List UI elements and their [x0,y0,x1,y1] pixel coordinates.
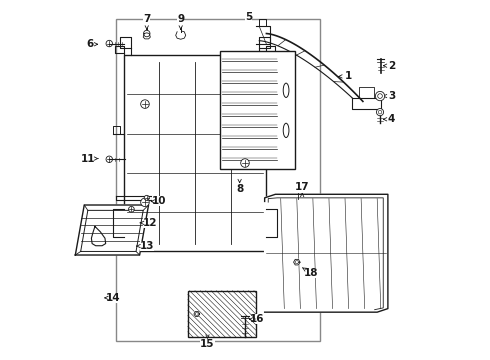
Bar [188,291,256,337]
Circle shape [241,159,249,167]
Bar [117,19,320,341]
Text: 13: 13 [140,241,154,251]
Text: 12: 12 [143,218,158,228]
Text: 17: 17 [295,182,310,192]
Circle shape [144,195,149,201]
Circle shape [375,91,385,101]
Bar [220,51,295,169]
Polygon shape [194,311,199,316]
Polygon shape [75,205,148,255]
Circle shape [106,156,113,162]
Text: 8: 8 [236,184,243,194]
Text: 14: 14 [105,293,120,303]
Text: 5: 5 [245,13,252,22]
Circle shape [106,40,113,47]
Bar [123,55,267,251]
Circle shape [141,100,149,108]
Circle shape [144,30,150,37]
Ellipse shape [283,123,289,138]
Polygon shape [294,259,300,265]
Text: 3: 3 [388,91,395,101]
Circle shape [141,198,149,207]
Text: 1: 1 [345,71,352,81]
Polygon shape [265,194,388,312]
Text: 2: 2 [388,61,395,71]
Text: 9: 9 [177,14,184,24]
Text: 6: 6 [86,39,93,49]
Circle shape [378,111,382,114]
Text: 15: 15 [200,339,215,349]
Text: 11: 11 [81,154,96,163]
Text: 7: 7 [143,14,150,24]
Text: 16: 16 [250,314,265,324]
Circle shape [376,109,384,116]
Ellipse shape [283,83,289,98]
Text: 4: 4 [388,114,395,124]
Circle shape [378,94,382,98]
Text: 18: 18 [304,268,318,278]
Text: 10: 10 [152,197,167,206]
Circle shape [128,206,134,212]
